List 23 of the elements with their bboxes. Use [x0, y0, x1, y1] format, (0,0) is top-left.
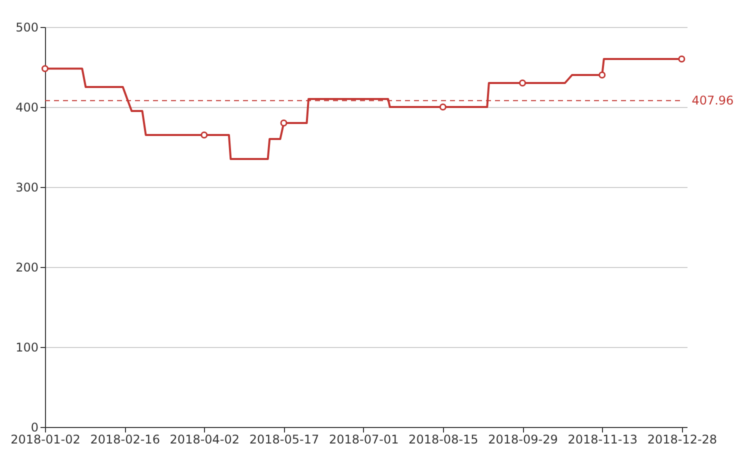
x-tick-label: 2018-08-15: [408, 432, 478, 446]
x-tick-label: 2018-04-02: [170, 432, 240, 446]
ref-line-label: 407.96: [692, 94, 734, 108]
y-tick-label: 100: [16, 340, 38, 354]
point: [598, 72, 606, 78]
point: [439, 104, 446, 110]
point: [42, 65, 48, 72]
point: [200, 132, 208, 138]
y-tick-label: 400: [16, 100, 38, 114]
y-tick-label: 500: [16, 20, 38, 34]
x-tick-label: 2018-07-01: [328, 432, 399, 446]
x-tick-label: 2018-02-16: [90, 432, 160, 446]
x-tick-label: 2018-11-13: [568, 432, 638, 446]
y-tick-label: 0: [30, 420, 38, 434]
x-tick-label: 2018-05-17: [249, 432, 320, 446]
x-tick-label: 2018-01-02: [10, 432, 80, 446]
y-tick-label: 200: [16, 260, 38, 274]
x-tick-label: 2018-09-29: [488, 432, 558, 446]
point: [519, 80, 526, 86]
point: [678, 56, 686, 62]
x-tick-label: 2018-12-28: [647, 432, 718, 446]
point: [280, 120, 288, 126]
y-tick-label: 300: [16, 180, 38, 194]
